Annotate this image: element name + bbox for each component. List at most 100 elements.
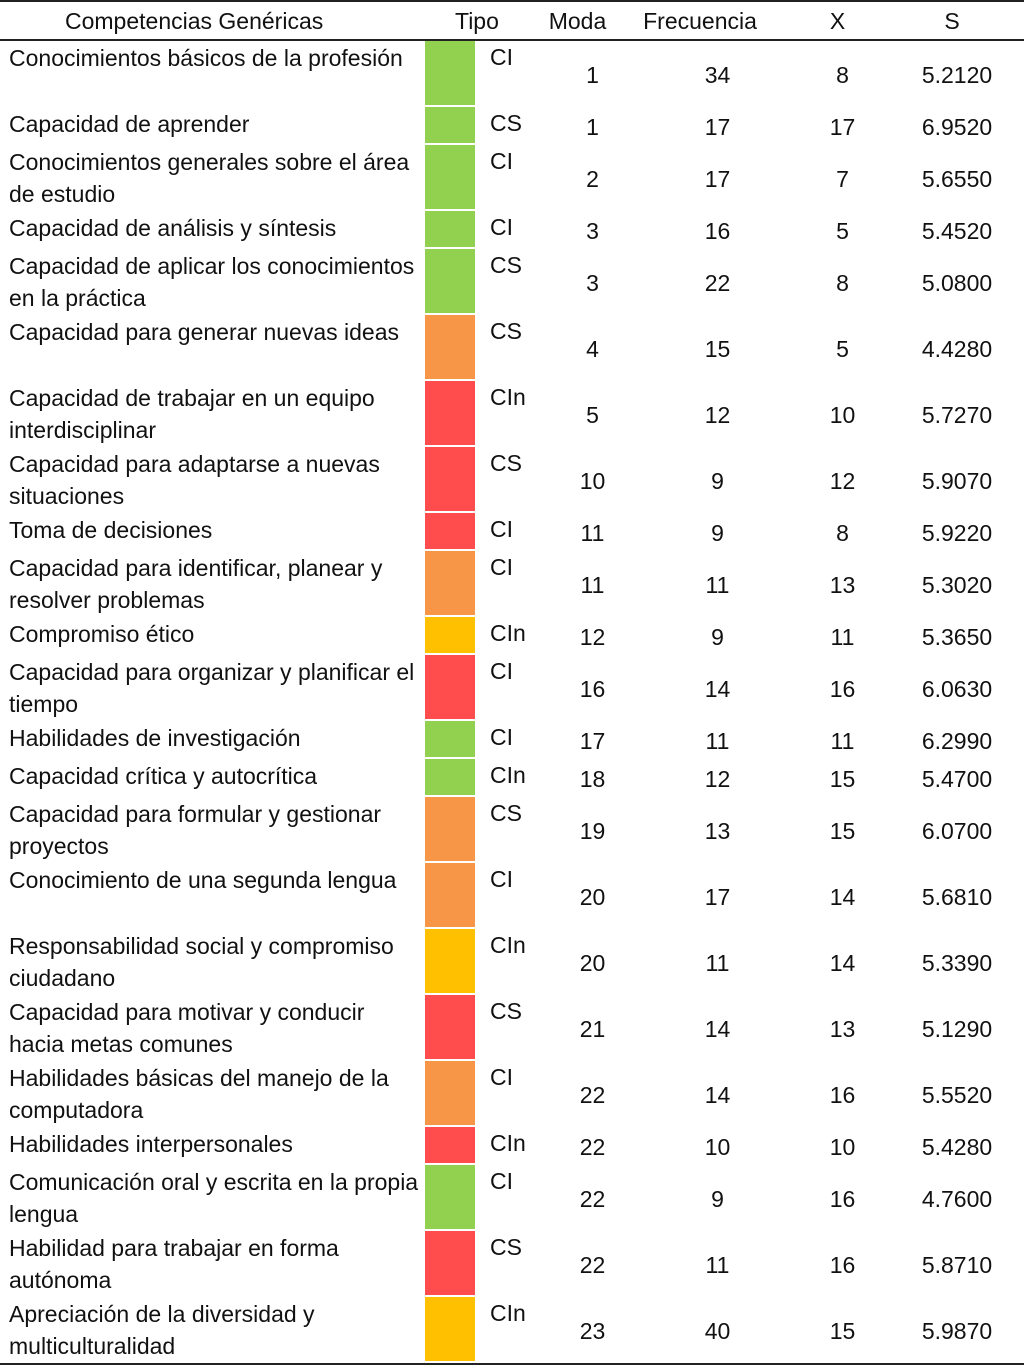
tipo-cell: CIn: [490, 762, 526, 788]
x-cell: 8: [836, 269, 849, 296]
x-cell: 15: [829, 817, 856, 844]
x-cell: 16: [829, 1081, 856, 1108]
competencia-cell: Habilidad para trabajar en forma autónom…: [9, 1235, 339, 1293]
color-swatch: [425, 995, 475, 1061]
tipo-cell: CS: [490, 1234, 522, 1260]
competencia-cell: Compromiso ético: [9, 621, 195, 647]
table-row: Compromiso ético CIn 12 9 11 5.3650: [0, 617, 1024, 655]
competencia-cell: Habilidades de investigación: [9, 725, 301, 751]
s-cell: 4.7600: [921, 1185, 993, 1212]
s-cell: 5.3650: [921, 623, 993, 650]
tipo-cell: CS: [490, 450, 522, 476]
s-cell: 5.3020: [921, 571, 993, 598]
table-row: Conocimiento de una segunda lengua CI 20 17…: [0, 863, 1024, 929]
moda-cell: 1: [586, 113, 599, 140]
moda-cell: 3: [586, 217, 599, 244]
frecuencia-cell: 11: [705, 727, 730, 754]
competencia-cell: Capacidad para identificar, planear y re…: [9, 555, 383, 613]
table-row: Toma de decisiones CI 11 9 8 5.9220: [0, 513, 1024, 551]
frecuencia-cell: 17: [704, 883, 731, 910]
table-row: Apreciación de la diversidad y multicult…: [0, 1297, 1024, 1365]
competencia-cell: Capacidad para generar nuevas ideas: [9, 319, 399, 345]
s-cell: 5.4700: [921, 765, 993, 792]
competencia-cell: Responsabilidad social y compromiso ciud…: [9, 933, 394, 991]
moda-cell: 22: [579, 1251, 606, 1278]
x-cell: 8: [836, 519, 849, 546]
x-cell: 16: [829, 675, 856, 702]
tipo-cell: CS: [490, 998, 522, 1024]
table-body: Conocimientos básicos de la profesión CI 1…: [0, 41, 1024, 1365]
frecuencia-cell: 9: [711, 467, 724, 494]
frecuencia-cell: 17: [704, 113, 731, 140]
competencia-cell: Capacidad de aplicar los conocimientos e…: [9, 253, 415, 311]
frecuencia-cell: 11: [705, 571, 730, 598]
tipo-cell: CI: [490, 1168, 513, 1194]
moda-cell: 17: [579, 727, 606, 754]
moda-cell: 12: [579, 623, 606, 650]
frecuencia-cell: 14: [704, 675, 731, 702]
x-cell: 12: [829, 467, 856, 494]
tipo-cell: CIn: [490, 1300, 526, 1326]
competencia-cell: Apreciación de la diversidad y multicult…: [9, 1301, 315, 1359]
table-row: Habilidades de investigación CI 17 11 11 6.29…: [0, 721, 1024, 759]
x-cell: 15: [829, 1317, 856, 1344]
table-row: Comunicación oral y escrita en la propia…: [0, 1165, 1024, 1231]
moda-cell: 11: [580, 571, 605, 598]
color-swatch: [425, 1061, 475, 1127]
color-swatch: [425, 617, 475, 655]
x-cell: 10: [829, 1133, 856, 1160]
header-s: S: [944, 8, 960, 34]
s-cell: 6.0700: [921, 817, 993, 844]
tipo-cell: CS: [490, 800, 522, 826]
x-cell: 11: [830, 623, 855, 650]
moda-cell: 19: [579, 817, 606, 844]
x-cell: 11: [830, 727, 855, 754]
s-cell: 5.4520: [921, 217, 993, 244]
header-x: X: [829, 8, 846, 34]
moda-cell: 18: [579, 765, 606, 792]
tipo-cell: CI: [490, 554, 513, 580]
moda-cell: 22: [579, 1133, 606, 1160]
tipo-cell: CI: [490, 148, 513, 174]
competencia-cell: Capacidad de trabajar en un equipo inter…: [9, 385, 375, 443]
table-row: Capacidad para organizar y planificar el…: [0, 655, 1024, 721]
competencia-cell: Capacidad para adaptarse a nuevas situac…: [9, 451, 380, 509]
s-cell: 5.0800: [921, 269, 993, 296]
x-cell: 7: [836, 165, 849, 192]
s-cell: 5.2120: [921, 61, 993, 88]
s-cell: 5.9220: [921, 519, 993, 546]
competencia-cell: Capacidad para formular y gestionar proy…: [9, 801, 382, 859]
color-swatch: [425, 863, 475, 929]
s-cell: 5.4280: [921, 1133, 993, 1160]
color-swatch: [425, 1231, 475, 1297]
table-header: Competencias Genéricas Tipo Moda Frecuen…: [0, 0, 1024, 41]
s-cell: 5.3390: [921, 949, 993, 976]
tipo-cell: CS: [490, 252, 522, 278]
moda-cell: 21: [579, 1015, 606, 1042]
color-swatch: [425, 721, 475, 759]
color-swatch: [425, 145, 475, 211]
competencia-cell: Capacidad de aprender: [9, 111, 250, 137]
x-cell: 13: [829, 571, 856, 598]
competencia-cell: Capacidad para motivar y conducir hacia …: [9, 999, 365, 1057]
s-cell: 5.6810: [921, 883, 993, 910]
color-swatch: [425, 1297, 475, 1363]
table-row: Capacidad para generar nuevas ideas CS 4 15…: [0, 315, 1024, 381]
tipo-cell: CIn: [490, 932, 526, 958]
x-cell: 5: [836, 335, 849, 362]
color-swatch: [425, 315, 475, 381]
color-swatch: [425, 1127, 475, 1165]
color-swatch: [425, 655, 475, 721]
s-cell: 5.9070: [921, 467, 993, 494]
competencia-cell: Conocimientos básicos de la profesión: [9, 45, 403, 71]
frecuencia-cell: 15: [704, 335, 731, 362]
moda-cell: 10: [579, 467, 606, 494]
table-row: Capacidad para adaptarse a nuevas situac…: [0, 447, 1024, 513]
frecuencia-cell: 14: [704, 1081, 731, 1108]
s-cell: 5.8710: [921, 1251, 993, 1278]
table-row: Responsabilidad social y compromiso ciud…: [0, 929, 1024, 995]
s-cell: 5.5520: [921, 1081, 993, 1108]
moda-cell: 20: [579, 949, 606, 976]
color-swatch: [425, 381, 475, 447]
